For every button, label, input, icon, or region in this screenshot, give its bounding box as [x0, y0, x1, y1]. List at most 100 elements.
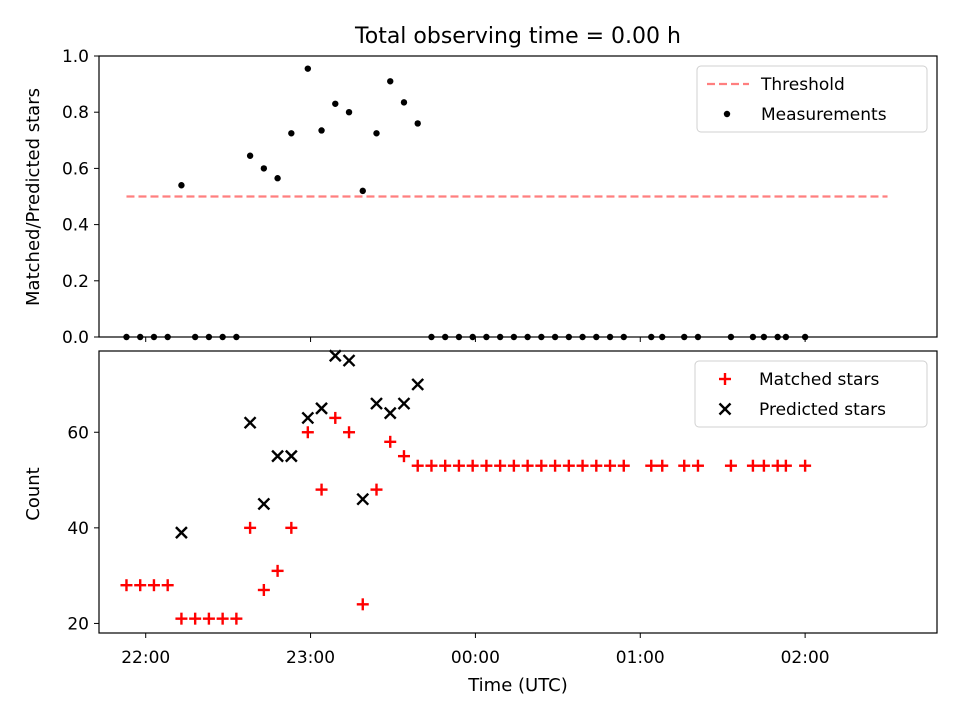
matched-star-point	[724, 459, 737, 472]
cross-stroke	[257, 497, 271, 511]
predicted-star-point	[397, 397, 411, 410]
matched-star-point	[562, 459, 575, 472]
legend-label: Measurements	[761, 105, 887, 125]
cross-stroke	[315, 402, 328, 415]
measurement-point	[414, 120, 421, 127]
matched-star-point	[384, 435, 397, 448]
y-tick-label: 0.8	[62, 103, 89, 123]
matched-star-point	[480, 459, 493, 472]
cross-stroke	[356, 492, 370, 506]
top-y-axis-label: Matched/Predicted stars	[23, 88, 44, 306]
cross-stroke	[397, 397, 411, 410]
matched-star-point	[604, 459, 617, 472]
x-tick-label: 00:00	[451, 648, 500, 668]
matched-star-point	[678, 459, 691, 472]
measurement-point	[345, 109, 353, 116]
legend-predicted-swatch	[718, 402, 732, 416]
chart-title: Total observing time = 0.00 h	[354, 24, 681, 49]
predicted-star-point	[370, 397, 383, 410]
plot-layer: 0.0 0.2 0.4 0.6 0.8 1.0 Threshold Measurements 2…	[62, 47, 938, 668]
legend-matched-swatch	[719, 373, 731, 385]
matched-star-point	[757, 459, 770, 472]
cross-stroke	[243, 416, 257, 430]
measurement-point	[246, 152, 254, 159]
predicted-star-point	[383, 406, 397, 420]
cross-stroke	[175, 526, 188, 539]
measurement-point	[304, 65, 312, 72]
y-tick-label: 0.2	[62, 272, 89, 292]
measurement-point	[332, 100, 339, 107]
predicted-star-point	[342, 354, 356, 367]
predicted-star-point	[271, 449, 284, 463]
matched-star-point	[535, 459, 548, 472]
matched-star-point	[746, 459, 759, 472]
predicted-star-point	[257, 497, 271, 511]
y-tick-label: 0.6	[62, 159, 89, 179]
measurement-point	[178, 182, 185, 189]
matched-star-point	[590, 459, 603, 472]
matched-star-point	[617, 459, 630, 472]
matched-star-point	[329, 411, 342, 424]
x-tick-label: 23:00	[286, 648, 335, 668]
matched-star-point	[466, 459, 479, 472]
y-tick-label: 60	[67, 423, 89, 443]
matched-star-point	[425, 459, 438, 472]
measurement-point	[260, 165, 268, 172]
matched-star-point	[799, 459, 812, 472]
measurement-point	[400, 99, 408, 106]
legend-label: Threshold	[760, 75, 845, 95]
matched-star-point	[397, 450, 410, 463]
legend-label: Predicted stars	[759, 400, 886, 420]
matched-star-point	[507, 459, 520, 472]
y-tick-label: 0.4	[62, 216, 89, 236]
predicted-star-point	[175, 526, 188, 539]
matched-star-point	[521, 459, 534, 472]
matched-star-point	[370, 483, 383, 496]
matched-star-point	[216, 612, 229, 625]
legend: Threshold Measurements	[696, 65, 928, 133]
predicted-star-point	[301, 411, 315, 425]
predicted-star-point	[284, 449, 298, 463]
y-tick-label: 0.0	[62, 328, 89, 348]
cross-stroke	[284, 449, 298, 463]
matched-star-point	[271, 564, 284, 577]
matched-star-point	[175, 612, 188, 625]
legend-label: Matched stars	[759, 370, 879, 390]
x-axis-label: Time (UTC)	[467, 675, 568, 696]
matched-star-point	[656, 459, 669, 472]
measurement-point	[387, 78, 394, 85]
matched-star-point	[439, 459, 452, 472]
cross-stroke	[383, 406, 397, 420]
measurement-point	[274, 175, 281, 182]
axes-frame	[98, 55, 938, 338]
matched-star-point	[411, 459, 424, 472]
cross-stroke	[411, 378, 425, 391]
matched-star-point	[301, 426, 314, 439]
matched-star-point	[494, 459, 507, 472]
x-tick-label: 01:00	[616, 648, 665, 668]
matched-star-point	[549, 459, 562, 472]
matched-star-point	[576, 459, 589, 472]
legend-box	[694, 360, 928, 428]
matched-star-point	[452, 459, 465, 472]
bottom-y-axis-label: Count	[23, 467, 44, 520]
cross-stroke	[328, 349, 342, 363]
predicted-star-point	[315, 402, 328, 415]
y-tick-label: 40	[67, 519, 89, 539]
matched-star-point	[315, 483, 328, 496]
predicted-star-point	[328, 349, 342, 363]
predicted-star-point	[243, 416, 257, 430]
cross-stroke	[718, 402, 732, 416]
matched-star-point	[189, 612, 202, 625]
x-tick-label: 02:00	[781, 648, 830, 668]
legend-box	[696, 65, 928, 133]
matched-star-point	[244, 521, 257, 534]
matched-star-point	[134, 579, 147, 592]
axes-frame	[98, 350, 938, 634]
cross-stroke	[271, 449, 284, 463]
legend: Matched stars Predicted stars	[694, 360, 928, 428]
predicted-star-point	[356, 492, 370, 506]
legend-measurement-swatch	[723, 110, 731, 118]
